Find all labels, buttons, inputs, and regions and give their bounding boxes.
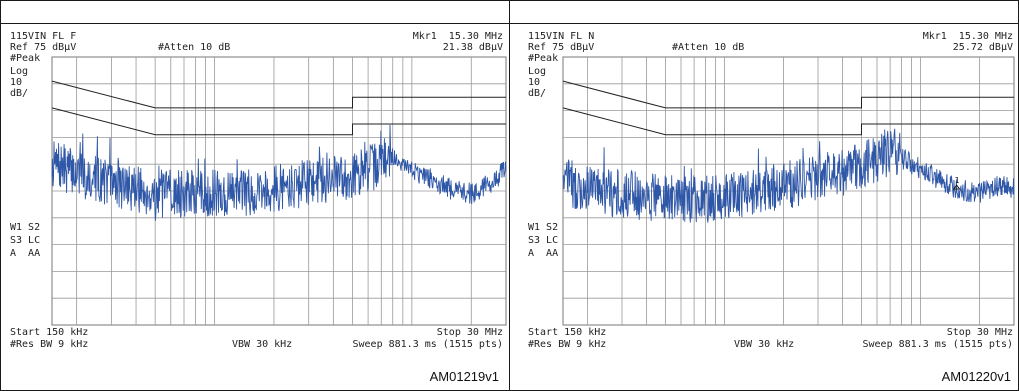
limit-line [562, 80, 1014, 109]
spectrum-plot-right: 1 [562, 56, 1015, 326]
attenuation: #Atten 10 dB [158, 42, 231, 53]
start-freq: Start 150 kHz [528, 327, 607, 338]
marker-level: 21.38 dBµV [442, 42, 503, 53]
trace-w1s2: W1 S2 [10, 222, 41, 233]
res-bw: #Res BW 9 kHz [528, 339, 607, 350]
sweep-time: Sweep 881.3 ms (1515 pts) [352, 339, 503, 350]
scale-log: Log [528, 66, 547, 77]
input-label: 115VIN FL F [10, 31, 77, 42]
limit-line [51, 80, 506, 109]
attenuation: #Atten 10 dB [672, 42, 745, 53]
trace-s3lc: S3 LC [10, 235, 41, 246]
scale-unit: dB/ [10, 88, 29, 99]
video-bw: VBW 30 kHz [232, 339, 293, 350]
marker-label: 1 [955, 176, 960, 185]
scale-value: 10 [10, 77, 23, 88]
limit-line [51, 107, 506, 136]
scale-value: 10 [528, 77, 541, 88]
figure-id: AM01219v1 [429, 369, 499, 384]
spectrum-plot-left [51, 56, 507, 326]
spectrum-trace [562, 128, 1015, 223]
trace-w1s2: W1 S2 [528, 222, 559, 233]
detector-peak: #Peak [528, 53, 559, 64]
trace-s3lc: S3 LC [528, 235, 559, 246]
marker-symbol [952, 184, 961, 190]
panel-divider [509, 0, 510, 391]
stop-freq: Stop 30 MHz [946, 327, 1013, 338]
detector-peak: #Peak [10, 53, 41, 64]
trace-aaa: A AA [528, 248, 559, 259]
spectrum-trace [51, 124, 507, 221]
marker-freq: Mkr1 15.30 MHz [412, 31, 503, 42]
limit-line [562, 107, 1014, 136]
video-bw: VBW 30 kHz [734, 339, 795, 350]
ref-level: Ref 75 dBµV [528, 42, 595, 53]
stop-freq: Stop 30 MHz [436, 327, 503, 338]
spectrum-panel-right: 115VIN FL N Ref 75 dBµV #Atten 10 dB Mkr… [510, 24, 1019, 391]
spectrum-panel-left: 115VIN FL F Ref 75 dBµV #Atten 10 dB Mkr… [0, 24, 509, 391]
marker-freq: Mkr1 15.30 MHz [922, 31, 1013, 42]
input-label: 115VIN FL N [528, 31, 595, 42]
trace-aaa: A AA [10, 248, 41, 259]
res-bw: #Res BW 9 kHz [10, 339, 89, 350]
figure-id: AM01220v1 [941, 369, 1011, 384]
marker-level: 25.72 dBµV [952, 42, 1013, 53]
ref-level: Ref 75 dBµV [10, 42, 77, 53]
scale-log: Log [10, 66, 29, 77]
sweep-time: Sweep 881.3 ms (1515 pts) [862, 339, 1013, 350]
scale-unit: dB/ [528, 88, 547, 99]
start-freq: Start 150 kHz [10, 327, 89, 338]
